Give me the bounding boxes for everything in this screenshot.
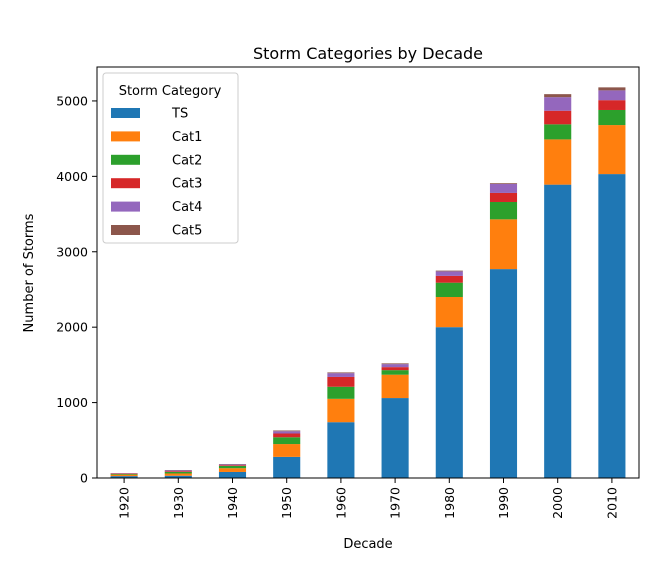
bar-1990-cat3: [489, 192, 518, 202]
legend-swatch-cat4: [111, 201, 140, 212]
bar-1970-cat5: [381, 363, 409, 365]
bar-2010-cat5: [598, 87, 626, 91]
x-axis-label: Decade: [343, 537, 392, 552]
bar-1980-cat1: [435, 297, 463, 328]
bar-1970-cat4: [381, 364, 409, 368]
legend-label-cat1: Cat1: [172, 130, 202, 145]
bar-1960-ts: [327, 422, 355, 478]
bar-1990-cat1: [489, 219, 518, 270]
bar-1940-cat2: [218, 465, 247, 469]
x-tick-label: 1980: [442, 487, 457, 519]
legend-swatch-cat1: [111, 131, 140, 142]
x-tick-label: 2000: [550, 487, 565, 519]
legend-label-cat5: Cat5: [172, 224, 202, 239]
x-tick-label: 1960: [333, 487, 348, 519]
bar-2010-cat2: [598, 109, 626, 126]
bar-1970-ts: [381, 398, 409, 478]
bar-1990-cat5: [489, 183, 518, 184]
y-tick-label: 3000: [56, 244, 88, 259]
bar-1950-cat5: [273, 430, 301, 432]
legend-title: Storm Category: [119, 84, 222, 99]
legend-label-cat4: Cat4: [172, 200, 202, 215]
bar-1990-cat4: [489, 183, 518, 193]
bar-1950-cat4: [273, 431, 301, 434]
bar-1940-cat3: [218, 465, 247, 466]
bar-1930-cat2: [164, 471, 192, 474]
bar-1960-cat3: [327, 376, 355, 387]
legend-label-cat2: Cat2: [172, 153, 202, 168]
bar-2010-ts: [598, 174, 626, 478]
plot-frame: [96, 66, 640, 479]
bar-2010-cat1: [598, 125, 626, 175]
x-tick-label: 2010: [604, 487, 619, 519]
bar-1920-cat1: [110, 474, 138, 477]
bar-1980-cat3: [435, 275, 463, 283]
bar-1980-ts: [435, 327, 463, 478]
bar-1980-cat5: [435, 270, 463, 272]
y-tick-label: 4000: [56, 169, 88, 184]
axes-layer: [96, 66, 640, 479]
bar-1950-cat3: [273, 433, 301, 438]
legend-swatch-cat2: [111, 154, 140, 165]
bar-1980-cat2: [435, 282, 463, 298]
y-tick-label: 2000: [56, 320, 88, 335]
bar-1970-cat1: [381, 374, 409, 399]
bar-1960-cat4: [327, 373, 355, 377]
bar-1930-ts: [164, 475, 192, 478]
legend-swatch-ts: [111, 108, 140, 118]
bars-layer: [110, 87, 626, 478]
bar-1990-ts: [489, 269, 518, 478]
x-tick-label: 1940: [225, 487, 240, 519]
y-tick-label: 0: [80, 471, 88, 486]
bar-1960-cat2: [327, 386, 355, 399]
x-tick-label: 1920: [117, 487, 132, 519]
bar-1940-cat4: [218, 464, 247, 466]
bar-2000-cat1: [544, 139, 572, 185]
bar-1940-cat1: [218, 468, 247, 472]
bar-2010-cat4: [598, 90, 626, 101]
bar-1980-cat4: [435, 271, 463, 276]
bar-1930-cat4: [164, 470, 192, 472]
bar-1930-cat1: [164, 473, 192, 476]
x-tick-label: 1950: [279, 487, 294, 519]
bar-2000-ts: [544, 184, 572, 478]
legend-swatch-cat5: [111, 225, 140, 235]
y-tick-label: 5000: [56, 93, 88, 108]
x-tick-label: 1930: [171, 487, 186, 519]
legend-items: TS Cat1 Cat2 Cat3 Cat4 Cat5: [111, 107, 202, 239]
y-axis-label: Number of Storms: [22, 213, 37, 332]
bar-1950-cat1: [273, 444, 301, 457]
chart-title: Storm Categories by Decade: [253, 44, 483, 63]
y-tick-label: 1000: [56, 395, 88, 410]
y-axis: 0 1000 2000 3000 4000 5000: [56, 93, 97, 486]
legend: Storm Category TS Cat1 Cat2 Cat3 Cat4 Cat5: [102, 72, 239, 244]
bar-1970-cat3: [381, 367, 409, 371]
bar-1950-ts: [273, 456, 301, 478]
bar-1950-cat2: [273, 437, 301, 445]
bar-2000-cat3: [544, 110, 572, 125]
bar-1930-cat3: [164, 471, 192, 472]
bar-1960-cat5: [327, 372, 355, 374]
bar-2000-cat5: [544, 94, 572, 98]
bar-2000-cat4: [544, 97, 572, 111]
bar-1960-cat1: [327, 398, 355, 423]
bar-1920-ts: [110, 476, 138, 478]
x-axis: 1920 1930 1940 1950 1960 1970 1980 1990 2000 2010: [117, 478, 619, 519]
bar-1940-ts: [218, 471, 247, 478]
bar-1920-cat2: [110, 473, 138, 475]
bar-1990-cat2: [489, 201, 518, 220]
legend-label-ts: TS: [171, 107, 188, 122]
bar-1970-cat2: [381, 370, 409, 375]
legend-swatch-cat3: [111, 178, 140, 189]
x-tick-label: 1990: [496, 487, 511, 519]
legend-label-cat3: Cat3: [172, 177, 202, 192]
bar-2000-cat2: [544, 124, 572, 140]
bar-2010-cat3: [598, 100, 626, 110]
x-tick-label: 1970: [388, 487, 403, 519]
